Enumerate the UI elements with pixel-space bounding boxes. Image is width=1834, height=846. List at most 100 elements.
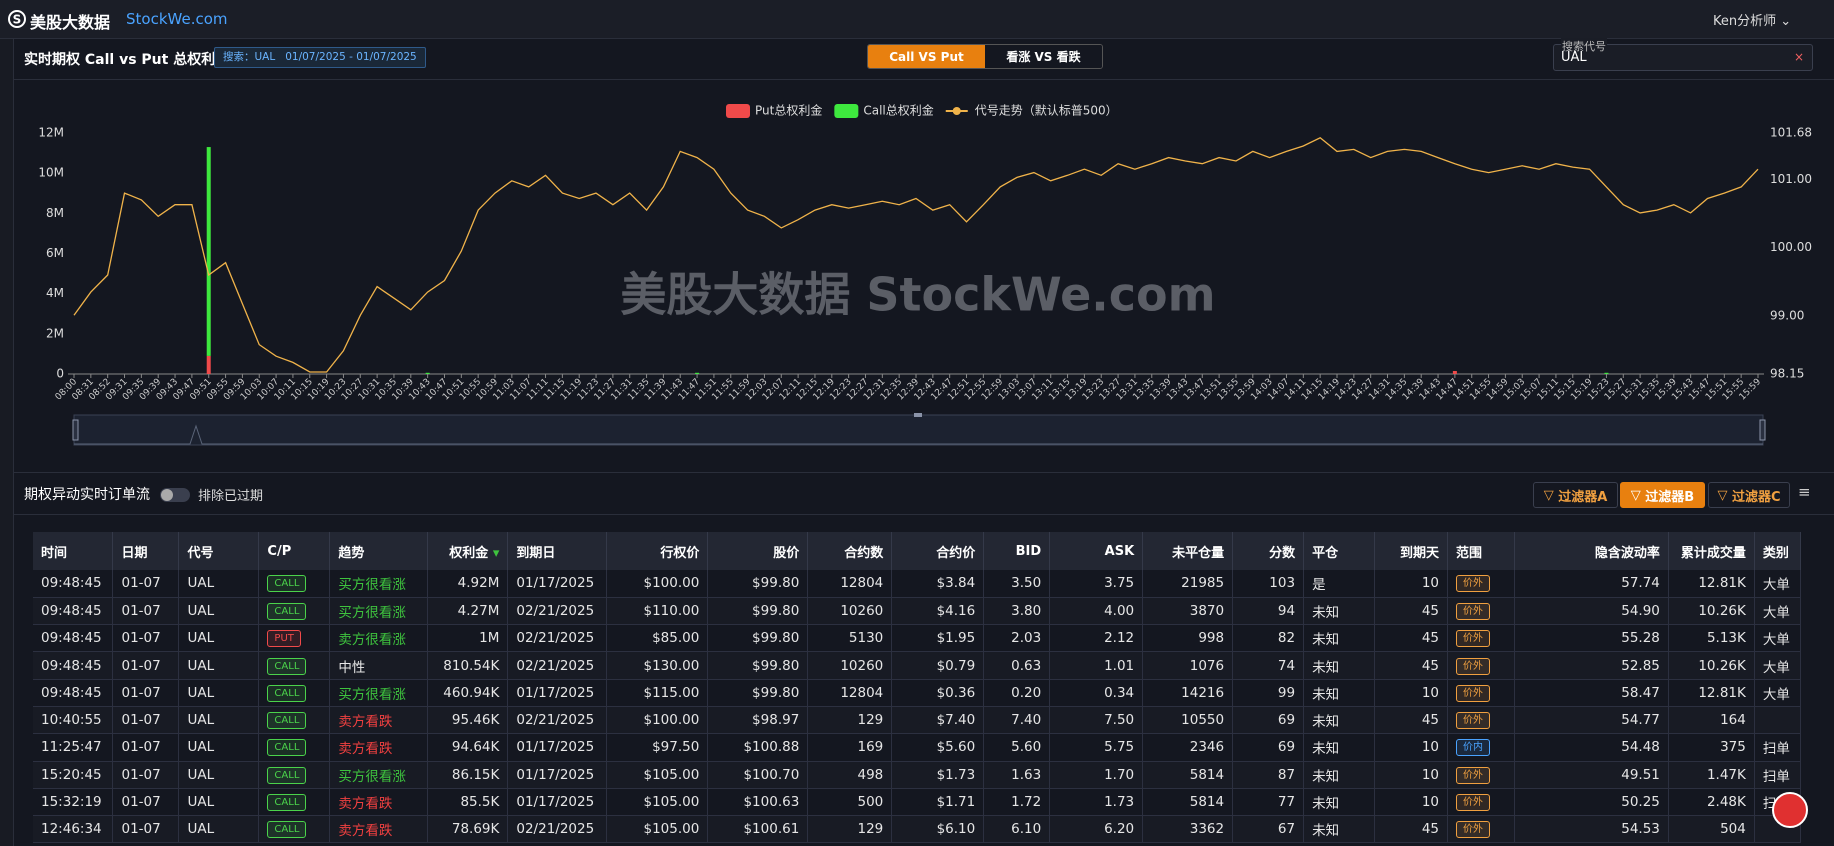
legend-item[interactable]: Call总权利金 — [834, 103, 934, 119]
cell-text: 15:32:19 — [41, 794, 102, 811]
cell-text: 3.75 — [1104, 575, 1135, 592]
header-label: 趋势 — [338, 545, 365, 561]
header-cell[interactable]: 代号 — [178, 532, 260, 570]
table-cell: 价外 — [1447, 706, 1515, 735]
header-cell[interactable]: 范围 — [1447, 532, 1515, 570]
header-cell[interactable]: ASK — [1049, 532, 1144, 570]
cell-text: 10.26K — [1698, 602, 1746, 619]
cell-text: 未知 — [1312, 686, 1340, 703]
zoom-track[interactable] — [73, 414, 1764, 446]
header-cell[interactable]: 合约价 — [891, 532, 985, 570]
cell-text: 01-07 — [121, 657, 161, 674]
table-cell: 扫单 — [1754, 733, 1802, 762]
header-cell[interactable]: 趋势 — [329, 532, 429, 570]
header-cell[interactable]: 累计成交量 — [1668, 532, 1755, 570]
chat-button[interactable] — [1772, 792, 1808, 828]
header-label: 分数 — [1269, 545, 1296, 561]
header-cell[interactable]: 合约数 — [807, 532, 893, 570]
header-cell[interactable]: 行权价 — [606, 532, 709, 570]
header-cell[interactable]: 隐含波动率 — [1514, 532, 1669, 570]
y-tick-label: 0 — [56, 367, 64, 381]
table-row[interactable]: 15:32:19 01-07 UAL CALL 卖方看跌 85.5K 01/17/2025 $… — [33, 788, 1802, 817]
tab[interactable]: Call VS Put — [868, 45, 985, 68]
user-name[interactable]: Ken分析师 — [1713, 14, 1777, 29]
search-value[interactable]: UAL — [1561, 50, 1587, 65]
cell-text: 500 — [857, 794, 884, 811]
header-cell[interactable]: 平仓 — [1303, 532, 1376, 570]
header-cell[interactable]: C/P — [258, 532, 331, 570]
clear-icon[interactable]: × — [1793, 50, 1804, 64]
cell-text: 扫单 — [1762, 768, 1790, 785]
header-cell[interactable]: 到期天 — [1374, 532, 1448, 570]
header-cell[interactable]: 权利金 ▾ — [427, 532, 509, 570]
table-cell: 69 — [1232, 733, 1305, 762]
cell-text: 大单 — [1762, 659, 1790, 676]
header-cell[interactable]: 股价 — [707, 532, 809, 570]
cell-text: $98.97 — [752, 712, 800, 729]
table-cell: 12804 — [807, 679, 893, 707]
cell-text: $100.00 — [643, 712, 700, 729]
user-menu[interactable]: Ken分析师 ⌄ — [1713, 14, 1792, 29]
header-cell[interactable]: BID — [983, 532, 1051, 570]
filter-button[interactable]: ▽ 过滤器A — [1533, 482, 1618, 508]
table-cell: UAL — [178, 733, 260, 762]
cell-text: 10 — [1421, 794, 1439, 811]
zoom-grip[interactable] — [914, 413, 922, 417]
legend-item[interactable]: Put总权利金 — [726, 103, 822, 119]
table-cell: $4.16 — [891, 597, 985, 626]
toggle[interactable] — [160, 488, 190, 502]
zoom-handle[interactable] — [72, 419, 79, 441]
cell-text: 未知 — [1312, 768, 1340, 785]
table-row[interactable]: 09:48:45 01-07 UAL CALL 买方很看涨 460.94K 01/17/20… — [33, 679, 1802, 707]
header-cell[interactable]: 日期 — [112, 532, 180, 570]
table-cell: 45 — [1374, 651, 1448, 680]
table-row[interactable]: 09:48:45 01-07 UAL CALL 中性 810.54K 02/21/2025 $… — [33, 651, 1802, 680]
cell-text: 45 — [1421, 712, 1439, 729]
cell-text: $6.10 — [936, 821, 976, 838]
tab-group: Call VS Put 看涨 VS 看跌 — [867, 44, 1103, 69]
table-cell: 1.01 — [1049, 651, 1144, 680]
table-cell: 1M — [427, 624, 509, 653]
table-cell: 价外 — [1447, 788, 1515, 817]
cell-text: 02/21/2025 — [516, 712, 595, 729]
header-cell[interactable]: 未平仓量 — [1142, 532, 1234, 570]
table-cell: 卖方看跌 — [329, 815, 429, 844]
filter-button[interactable]: ▽ 过滤器B — [1620, 482, 1705, 508]
table-cell: 09:48:45 — [33, 624, 114, 653]
table-row[interactable]: 12:46:34 01-07 UAL CALL 卖方看跌 78.69K 02/21/2025… — [33, 815, 1802, 844]
logo-text[interactable]: 美股大数据 — [30, 13, 111, 32]
legend-item[interactable]: 代号走势（默认标普500） — [945, 103, 1118, 118]
table-row[interactable]: 09:48:45 01-07 UAL CALL 买方很看涨 4.27M 02/21/2025… — [33, 597, 1802, 626]
header-cell[interactable]: 时间 — [33, 532, 114, 570]
search-box[interactable]: 搜索代号 UAL × — [1553, 38, 1813, 71]
cell-text: 375 — [1720, 739, 1746, 756]
header-cell[interactable]: 到期日 — [507, 532, 608, 570]
table-row[interactable]: 10:40:55 01-07 UAL CALL 卖方看跌 95.46K 02/21/2025… — [33, 706, 1802, 735]
filter-button[interactable]: ▽ 过滤器C — [1708, 482, 1790, 508]
site-name[interactable]: StockWe.com — [126, 10, 228, 28]
table-cell: UAL — [178, 679, 260, 707]
zoom-handle[interactable] — [1759, 419, 1766, 441]
table-cell: 买方很看涨 — [329, 761, 429, 789]
cell-text: 09:48:45 — [41, 575, 102, 592]
cell-text: 3.80 — [1011, 602, 1042, 619]
y2-tick-label: 101.68 — [1770, 126, 1812, 140]
header-label: 权利金 — [449, 545, 489, 561]
tab[interactable]: 看涨 VS 看跌 — [985, 45, 1102, 68]
table-row[interactable]: 09:48:45 01-07 UAL CALL 买方很看涨 4.92M 01/17/2025… — [33, 570, 1802, 598]
cell-text: 74 — [1277, 657, 1296, 674]
order-table: 时间 日期 代号 C/P 趋势 权利金 ▾ 到期日 行权价 股价 合约数 合约价 BID ASK 未平仓量… — [33, 532, 1802, 844]
table-row[interactable]: 09:48:45 01-07 UAL PUT 卖方很看涨 1M 02/21/2025 $85.… — [33, 624, 1802, 653]
sort-icon[interactable]: ▾ — [488, 545, 500, 561]
header-cell[interactable]: 类别 — [1754, 532, 1802, 570]
table-row[interactable]: 11:25:47 01-07 UAL CALL 卖方看跌 94.64K 01/17/2025… — [33, 733, 1802, 762]
legend-label: Put总权利金 — [755, 103, 822, 118]
table-row[interactable]: 15:20:45 01-07 UAL CALL 买方很看涨 86.15K 01/17/202… — [33, 761, 1802, 789]
table-cell: $98.97 — [707, 706, 809, 735]
menu-icon[interactable]: ≡ — [1798, 483, 1811, 501]
header-cell[interactable]: 分数 — [1232, 532, 1305, 570]
table-cell: 54.53 — [1514, 815, 1669, 844]
table-cell: 3.50 — [983, 570, 1051, 598]
table-cell: 94 — [1232, 597, 1305, 626]
table-cell: 大单 — [1754, 651, 1802, 680]
